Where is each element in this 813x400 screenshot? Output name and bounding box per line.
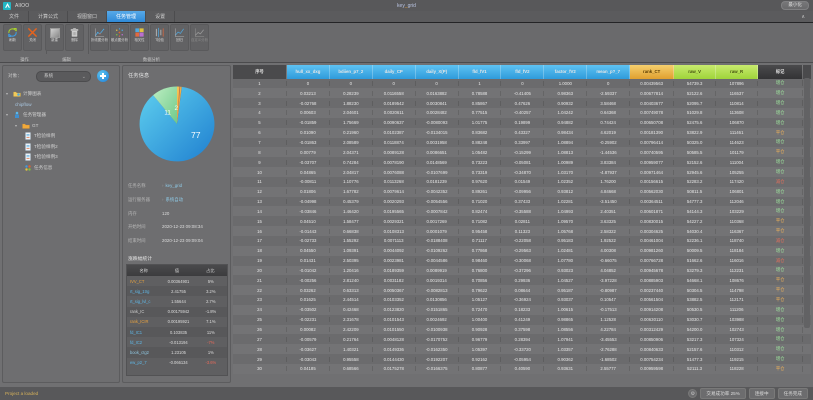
svg-text:11: 11: [164, 110, 171, 117]
svg-text:2: 2: [174, 105, 178, 112]
svg-text:77: 77: [191, 130, 201, 140]
